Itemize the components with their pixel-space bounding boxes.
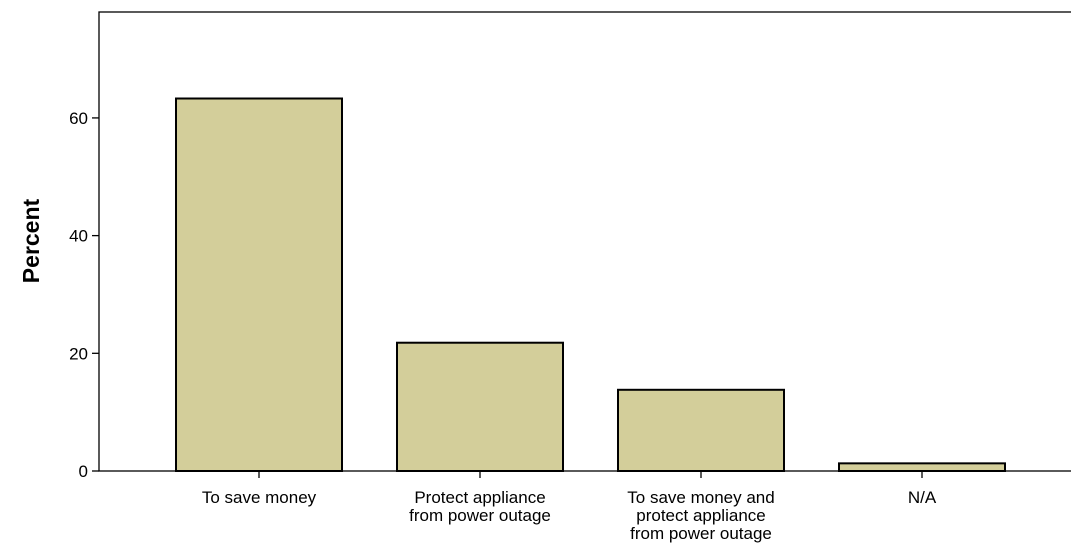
plot-frame xyxy=(98,11,1071,472)
y-axis-title: Percent xyxy=(18,198,44,283)
x-tick-label: Protect appliance xyxy=(414,488,545,507)
y-tick-label: 60 xyxy=(69,109,88,128)
x-tick-label: To save money and xyxy=(627,488,774,507)
bar-3 xyxy=(838,462,1006,473)
y-tick-label: 0 xyxy=(79,462,88,481)
bar-0 xyxy=(175,97,343,472)
bar-2 xyxy=(617,388,785,472)
y-tick-label: 40 xyxy=(69,227,88,246)
y-axis: 0 20 40 60 xyxy=(69,109,99,481)
bars-group xyxy=(175,97,1006,473)
bar-1 xyxy=(396,341,564,473)
x-tick-label: from power outage xyxy=(409,506,551,525)
x-tick-label: from power outage xyxy=(630,524,772,543)
y-tick-label: 20 xyxy=(69,344,88,363)
x-tick-label: N/A xyxy=(908,488,937,507)
x-tick-label: protect appliance xyxy=(636,506,765,525)
x-tick-label: To save money xyxy=(202,488,317,507)
